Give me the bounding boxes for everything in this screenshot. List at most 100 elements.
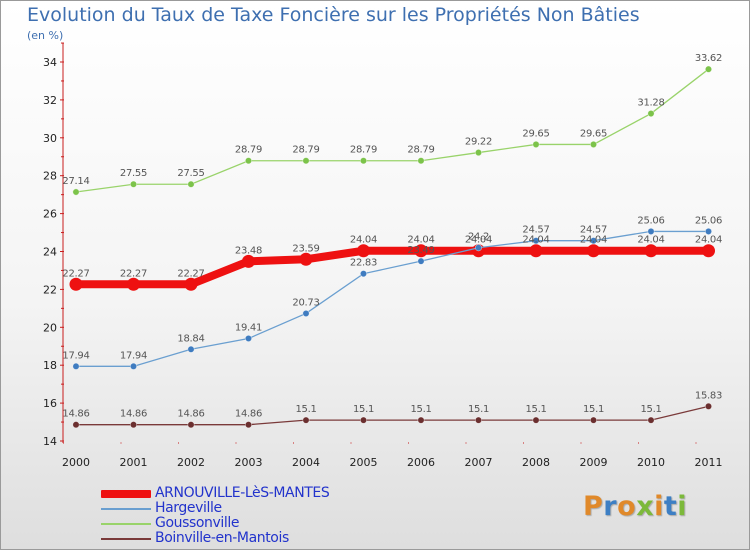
series-line (76, 230, 709, 367)
data-point (187, 345, 195, 353)
data-point (187, 180, 195, 188)
data-label: 29.65 (580, 128, 607, 139)
data-point (72, 362, 80, 370)
data-point (130, 421, 138, 429)
x-tick-label: 2004 (292, 456, 320, 469)
data-point (130, 362, 138, 370)
y-tick-label: 22 (43, 283, 57, 296)
y-tick-label: 16 (43, 397, 57, 410)
data-label: 15.1 (640, 404, 661, 415)
logo-letter: o (617, 491, 637, 522)
logo-letter: r (603, 491, 618, 522)
data-label: 29.22 (465, 137, 492, 148)
data-point (299, 252, 313, 266)
x-tick-label: 2011 (695, 456, 723, 469)
data-point (72, 421, 80, 429)
x-tick-label: 2002 (177, 456, 205, 469)
data-label: 33.62 (695, 53, 722, 64)
data-point (589, 140, 597, 148)
data-label: 24.2 (468, 232, 489, 243)
legend-item-hargeville: Hargeville (101, 501, 329, 516)
data-point (589, 416, 597, 424)
data-label: 25.06 (637, 215, 664, 226)
series-line (75, 68, 709, 193)
data-label: 14.86 (120, 409, 147, 420)
x-tick-label: 2010 (637, 456, 665, 469)
legend-swatch-hargeville (101, 507, 151, 510)
data-point (359, 416, 367, 424)
legend-item-arnouville: ARNOUVILLE-LèS-MANTES (101, 486, 330, 501)
data-point (417, 416, 425, 424)
data-label: 24.04 (580, 235, 607, 246)
logo-letter: i (654, 491, 664, 522)
logo-letter: P (583, 491, 604, 522)
data-label: 28.79 (407, 145, 434, 156)
series-line (76, 246, 709, 289)
data-label: 23.49 (407, 245, 434, 256)
data-label: 22.27 (62, 268, 89, 279)
proxiti-logo: Proxiti (583, 491, 687, 522)
data-point (532, 416, 540, 424)
y-tick-label: 28 (43, 170, 57, 183)
data-label: 24.57 (522, 225, 549, 236)
y-tick-label: 24 (43, 246, 57, 259)
data-label: 24.04 (695, 235, 722, 246)
data-label: 31.28 (637, 98, 664, 109)
data-point (529, 244, 543, 258)
y-tick-label: 34 (43, 56, 57, 69)
data-point (184, 277, 198, 291)
data-label: 28.79 (235, 145, 262, 156)
data-point (130, 180, 138, 188)
data-point (644, 244, 658, 258)
data-point (647, 416, 655, 424)
data-label: 18.84 (177, 333, 204, 344)
data-label: 24.04 (465, 235, 492, 246)
data-label: 24.04 (637, 235, 664, 246)
data-label: 23.59 (292, 243, 319, 254)
data-point (589, 237, 597, 245)
chart-title: Evolution du Taux de Taxe Foncière sur l… (27, 4, 640, 26)
data-point (532, 140, 540, 148)
data-point (704, 227, 712, 235)
data-point (647, 110, 655, 118)
unit-label: (en %) (27, 29, 64, 42)
data-point (647, 227, 655, 235)
x-tick-label: 2000 (62, 456, 90, 469)
data-label: 28.79 (292, 145, 319, 156)
data-label: 24.04 (522, 235, 549, 246)
logo-letter: t (663, 491, 678, 522)
logo-letter: x (636, 491, 655, 522)
data-label: 27.55 (120, 168, 147, 179)
data-label: 14.86 (177, 409, 204, 420)
data-label: 15.1 (525, 404, 546, 415)
data-label: 15.1 (410, 404, 431, 415)
y-tick-label: 30 (43, 132, 57, 145)
data-point (302, 416, 310, 424)
legend-item-goussonville: Goussonville (101, 516, 329, 531)
data-label: 22.27 (120, 268, 147, 279)
legend-label: Goussonville (155, 515, 240, 531)
x-tick-label: 2007 (465, 456, 493, 469)
data-label: 14.86 (62, 409, 89, 420)
logo-letter: i (677, 491, 688, 522)
data-point (359, 157, 367, 165)
data-point (417, 257, 425, 265)
data-label: 27.14 (62, 176, 89, 187)
data-point (72, 188, 80, 196)
legend-label: Hargeville (155, 500, 222, 516)
data-point (532, 237, 540, 245)
x-tick-label: 2005 (350, 456, 378, 469)
data-point (704, 65, 712, 73)
x-tick-label: 2006 (407, 456, 435, 469)
data-label: 24.04 (407, 235, 434, 246)
data-point (357, 244, 370, 258)
x-tick-label: 2003 (235, 456, 263, 469)
data-label: 15.1 (353, 404, 374, 415)
x-tick-label: 2008 (522, 456, 550, 469)
data-label: 15.1 (295, 404, 316, 415)
legend-swatch-boinville (101, 537, 151, 540)
data-point (187, 421, 195, 429)
data-label: 28.79 (350, 145, 377, 156)
